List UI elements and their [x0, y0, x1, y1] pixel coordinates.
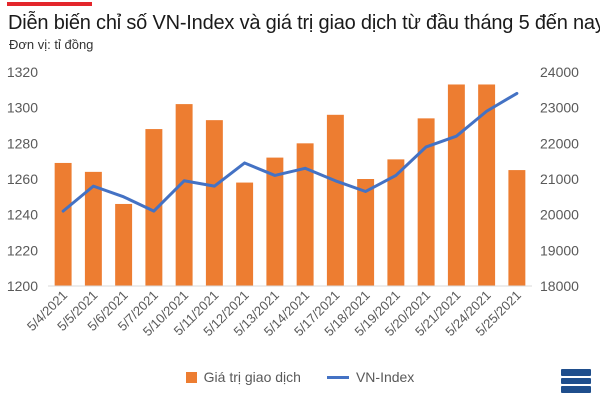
vn-index-line — [61, 91, 519, 213]
left-tick-label: 1260 — [7, 171, 38, 187]
bar-5/11/2021 — [205, 120, 223, 287]
right-axis: 18000 19000 20000 21000 22000 23000 24000 — [540, 64, 579, 294]
bar-5/5/2021 — [84, 171, 102, 286]
bar-5/24/2021 — [478, 84, 496, 286]
bar-5/17/2021 — [326, 114, 344, 286]
chart-title: Diễn biến chỉ số VN-Index và giá trị gia… — [8, 12, 600, 34]
combo-chart: 1200 1220 1240 1260 1280 1300 1320 18000 19000 2… — [7, 64, 579, 340]
legend-line-swatch — [326, 375, 349, 379]
legend: Giá trị giao dịch VN-Index — [0, 369, 600, 385]
chart-unit-note: Đơn vị: tỉ đồng — [9, 37, 94, 52]
bar-5/14/2021 — [296, 143, 314, 286]
legend-line-label: VN-Index — [355, 369, 415, 385]
left-tick-label: 1300 — [7, 100, 38, 116]
bar-5/18/2021 — [357, 179, 375, 286]
bar-5/13/2021 — [266, 157, 284, 286]
right-tick-label: 21000 — [540, 171, 579, 187]
bar-5/21/2021 — [447, 84, 465, 286]
logo-mark-icon — [561, 369, 591, 393]
right-tick-label: 20000 — [540, 207, 579, 223]
left-tick-label: 1320 — [7, 64, 38, 80]
left-tick-label: 1240 — [7, 207, 38, 223]
legend-item-bar: Giá trị giao dịch — [185, 369, 301, 385]
legend-bar-swatch — [185, 371, 197, 383]
right-tick-label: 22000 — [540, 135, 579, 151]
bar-5/19/2021 — [387, 159, 405, 286]
bar-5/25/2021 — [508, 170, 526, 286]
bar-5/7/2021 — [145, 129, 163, 286]
bar-5/10/2021 — [175, 104, 193, 286]
bar-series — [54, 84, 526, 287]
bar-5/20/2021 — [417, 118, 435, 286]
x-axis: 5/4/20215/5/20215/6/20215/7/20215/10/202… — [24, 288, 524, 340]
right-tick-label: 24000 — [540, 64, 579, 80]
left-tick-label: 1200 — [7, 278, 38, 294]
right-tick-label: 23000 — [540, 100, 579, 116]
bar-5/6/2021 — [115, 203, 133, 286]
legend-bar-label: Giá trị giao dịch — [203, 369, 301, 385]
bar-5/4/2021 — [54, 162, 72, 286]
line-series — [61, 91, 519, 213]
left-tick-label: 1280 — [7, 135, 38, 151]
title-accent-bar — [7, 2, 92, 6]
right-tick-label: 18000 — [540, 278, 579, 294]
right-tick-label: 19000 — [540, 242, 579, 258]
left-tick-label: 1220 — [7, 242, 38, 258]
bar-5/12/2021 — [236, 182, 254, 286]
left-axis: 1200 1220 1240 1260 1280 1300 1320 — [7, 64, 38, 294]
legend-item-line: VN-Index — [326, 369, 415, 385]
